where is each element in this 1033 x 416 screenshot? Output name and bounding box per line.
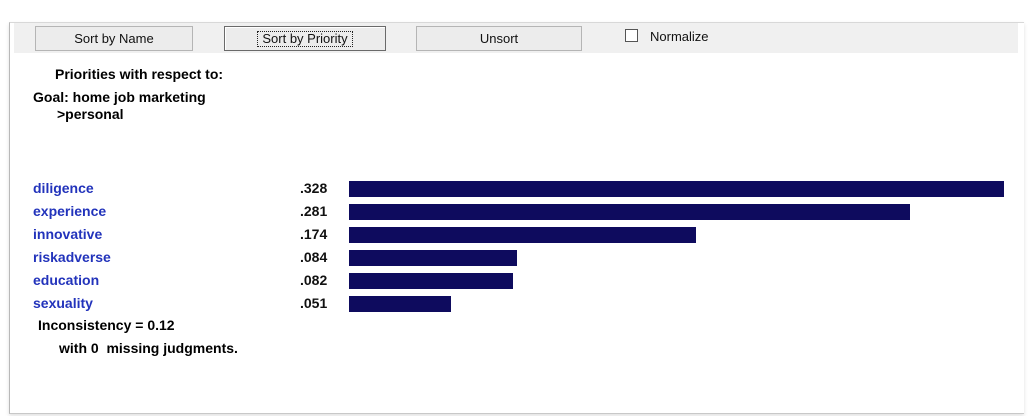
criterion-label-experience: experience (33, 203, 107, 219)
sort-by-name-label: Sort by Name (74, 31, 154, 46)
unsort-button[interactable]: Unsort (416, 26, 582, 51)
priority-bar-education (349, 273, 513, 289)
priorities-heading: Priorities with respect to: (55, 66, 224, 82)
sort-by-priority-label: Sort by Priority (257, 30, 353, 47)
unsort-label: Unsort (479, 31, 519, 46)
goal-label: Goal: home job marketing (33, 89, 206, 105)
sort-by-priority-button[interactable]: Sort by Priority (224, 26, 386, 51)
sort-by-name-button[interactable]: Sort by Name (35, 26, 193, 51)
normalize-label[interactable]: Normalize (650, 29, 709, 44)
criterion-label-riskadverse: riskadverse (33, 249, 111, 265)
criterion-label-diligence: diligence (33, 180, 94, 196)
inconsistency-label: Inconsistency = 0.12 (38, 317, 175, 333)
missing-judgments-label: with 0 missing judgments. (59, 340, 238, 356)
criterion-label-innovative: innovative (33, 226, 103, 242)
priority-value-education: .082 (300, 272, 328, 288)
priority-bar-innovative (349, 227, 696, 243)
priority-bar-sexuality (349, 296, 451, 312)
normalize-checkbox[interactable] (625, 29, 638, 42)
node-path: >personal (57, 106, 124, 122)
priority-value-innovative: .174 (300, 226, 328, 242)
priority-bar-diligence (349, 181, 1004, 197)
priority-value-experience: .281 (300, 203, 328, 219)
priority-value-sexuality: .051 (300, 295, 328, 311)
criterion-label-sexuality: sexuality (33, 295, 93, 311)
criterion-label-education: education (33, 272, 100, 288)
priority-value-diligence: .328 (300, 180, 328, 196)
priority-value-riskadverse: .084 (300, 249, 328, 265)
priority-bar-riskadverse (349, 250, 517, 266)
priority-bar-experience (349, 204, 910, 220)
